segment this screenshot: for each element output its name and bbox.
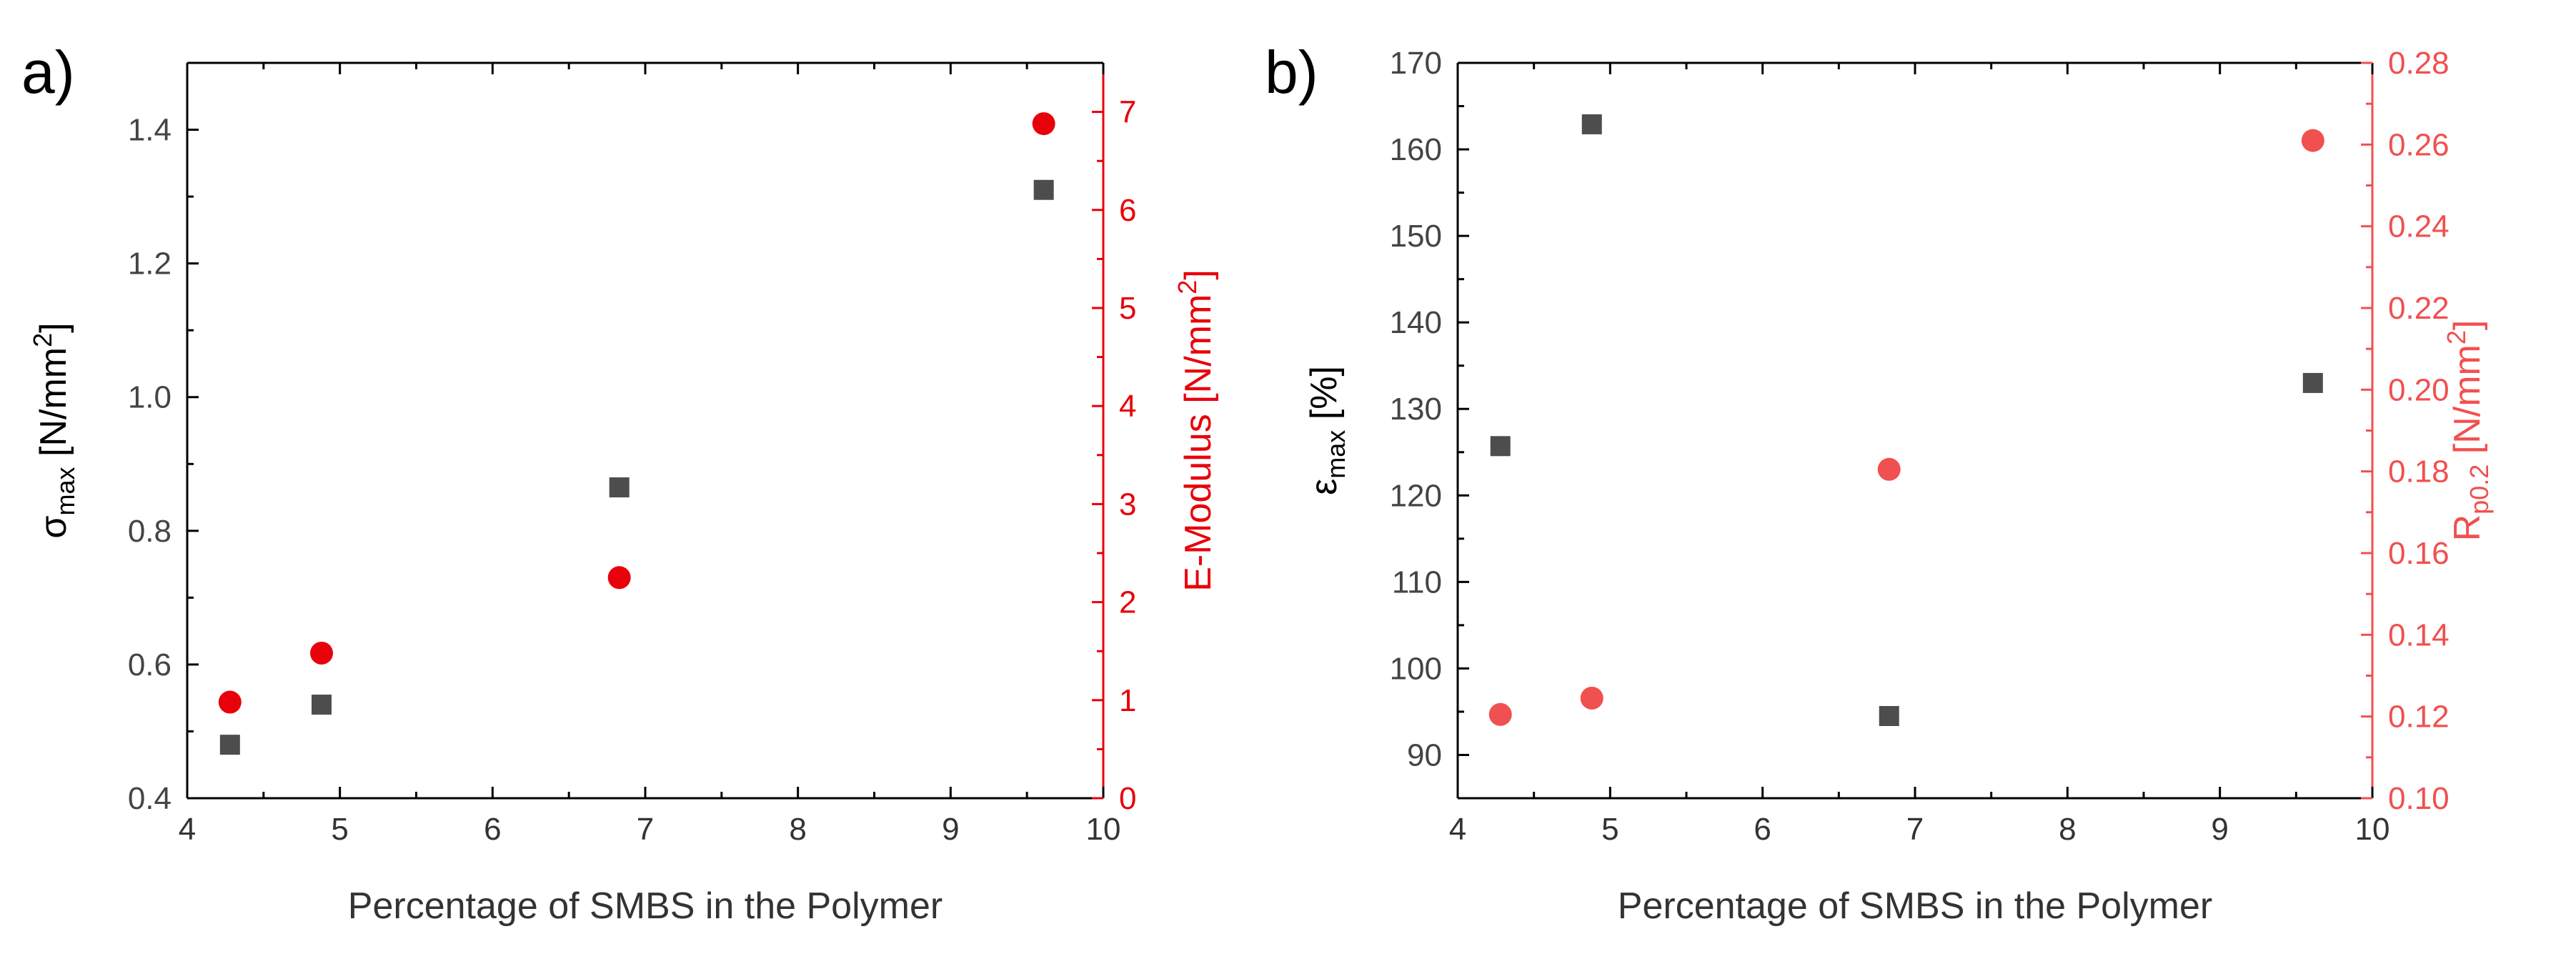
- x-tick-label: 9: [2211, 812, 2228, 847]
- left-y-tick-label: 100: [1390, 651, 1442, 686]
- right-y-tick-label: 0.26: [2388, 127, 2450, 162]
- data-point-square-1-2: [312, 695, 332, 715]
- x-tick-label: 9: [942, 812, 959, 847]
- right-title-main: E-Modulus [N/mm: [1178, 294, 1219, 592]
- right-y-tick-label: 0: [1119, 781, 1136, 816]
- right-y-tick-label: 6: [1119, 193, 1136, 228]
- right-title-sup: 2: [1173, 280, 1202, 294]
- x-tick-label: 6: [484, 812, 501, 847]
- right-y-tick-label: 0.20: [2388, 372, 2450, 407]
- data-point-square-1-2: [1581, 114, 1602, 134]
- left-y-axis-title: εmax [%]: [1303, 366, 1351, 495]
- left-y-tick-label: 0.8: [128, 514, 171, 549]
- data-point-circle-2-1: [1488, 702, 1512, 726]
- right-y-tick-label: 0.12: [2388, 700, 2450, 735]
- left-y-axis-title: σmax [N/mm2]: [28, 322, 80, 538]
- left-y-tick-label: 130: [1390, 392, 1442, 427]
- data-point-square-1-1: [1490, 436, 1511, 457]
- right-title-sub: p0.2: [2465, 464, 2494, 515]
- data-point-square-1-1: [219, 735, 240, 755]
- right-y-tick-label: 0.10: [2388, 781, 2450, 816]
- data-point-square-1-3: [609, 477, 630, 498]
- left-y-tick-label: 90: [1407, 737, 1442, 772]
- data-point-circle-2-2: [1580, 686, 1603, 710]
- left-y-tick-label: 140: [1390, 305, 1442, 340]
- right-y-tick-label: 1: [1119, 683, 1136, 718]
- data-point-circle-2-1: [218, 690, 242, 714]
- data-point-circle-2-4: [2301, 129, 2324, 152]
- left-title-unit: [N/mm: [33, 347, 74, 467]
- left-y-tick-label: 120: [1390, 478, 1442, 513]
- right-title-end: ]: [1178, 269, 1219, 279]
- x-tick-label: 7: [637, 812, 654, 847]
- right-y-tick-label: 0.28: [2388, 46, 2450, 81]
- right-y-tick-label: 2: [1119, 585, 1136, 620]
- x-tick-label: 6: [1754, 812, 1771, 847]
- data-point-circle-2-3: [1877, 457, 1901, 481]
- data-point-square-1-3: [1879, 705, 1899, 726]
- left-title-main: σ: [33, 515, 74, 538]
- chart-panel-2: b) 4 5 6 7 8 9 10 Percentage of SMBS in the Poly…: [1265, 39, 2494, 927]
- right-title-unit: [N/mm: [2447, 344, 2488, 464]
- x-tick-label: 8: [789, 812, 806, 847]
- right-title-main: R: [2447, 515, 2488, 542]
- right-y-tick-label: 3: [1119, 487, 1136, 522]
- left-title-sub: max: [51, 467, 80, 515]
- right-y-tick-label: 5: [1119, 291, 1136, 326]
- x-tick-label: 4: [179, 812, 196, 847]
- left-y-tick-label: 160: [1390, 132, 1442, 167]
- left-title-end: ]: [33, 322, 74, 332]
- left-y-tick-label: 1.4: [128, 113, 171, 148]
- left-y-tick-label: 0.4: [128, 781, 171, 816]
- left-title-main: ε: [1303, 479, 1345, 495]
- left-y-tick-label: 1.2: [128, 247, 171, 282]
- right-y-tick-label: 0.18: [2388, 454, 2450, 490]
- left-title-sup: 2: [28, 333, 57, 347]
- x-tick-label: 5: [331, 812, 348, 847]
- data-point-circle-2-3: [607, 566, 631, 590]
- left-title-sub: max: [1321, 430, 1351, 479]
- data-point-square-1-4: [1033, 179, 1054, 200]
- data-point-circle-2-4: [1032, 112, 1055, 136]
- left-y-tick-label: 110: [1392, 565, 1442, 600]
- x-tick-label: 10: [2355, 812, 2390, 847]
- right-y-axis-title: Rp0.2 [N/mm2]: [2442, 320, 2494, 542]
- x-axis-title: Percentage of SMBS in the Polymer: [1618, 885, 2212, 927]
- right-y-axis-title: E-Modulus [N/mm2]: [1173, 269, 1219, 592]
- left-y-tick-label: 1.0: [128, 380, 171, 415]
- left-y-tick-label: 170: [1390, 46, 1442, 81]
- left-y-tick-label: 0.6: [128, 647, 171, 682]
- left-title-unit: [%]: [1303, 366, 1345, 430]
- x-tick-label: 5: [1601, 812, 1618, 847]
- x-tick-label: 8: [2059, 812, 2076, 847]
- right-y-tick-label: 0.16: [2388, 536, 2450, 571]
- right-y-tick-label: 0.22: [2388, 291, 2450, 326]
- data-point-square-1-4: [2302, 372, 2323, 393]
- left-y-tick-label: 150: [1390, 219, 1442, 254]
- x-tick-label: 10: [1086, 812, 1121, 847]
- x-tick-label: 4: [1449, 812, 1466, 847]
- right-y-tick-label: 0.14: [2388, 617, 2450, 652]
- panel-label: a): [21, 39, 75, 106]
- panel-label: b): [1265, 39, 1318, 106]
- right-title-sup: 2: [2442, 330, 2471, 344]
- right-y-tick-label: 7: [1119, 95, 1136, 130]
- right-y-tick-label: 0.24: [2388, 209, 2450, 244]
- right-title-end: ]: [2447, 320, 2488, 330]
- data-point-circle-2-2: [310, 641, 334, 665]
- right-y-tick-label: 4: [1119, 389, 1136, 424]
- x-tick-label: 7: [1906, 812, 1924, 847]
- x-axis-title: Percentage of SMBS in the Polymer: [348, 885, 943, 927]
